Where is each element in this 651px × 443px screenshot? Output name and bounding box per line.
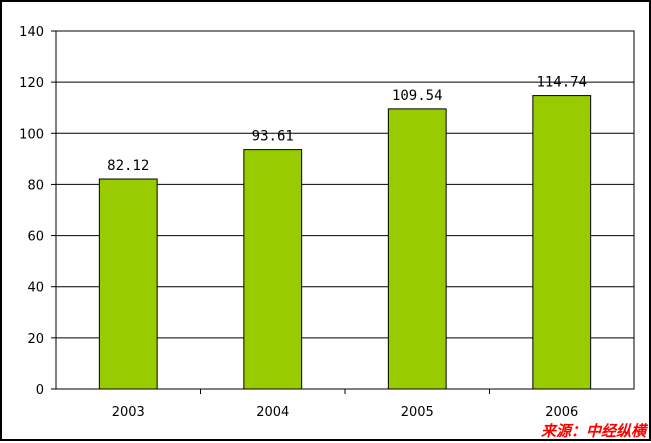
axes xyxy=(51,30,635,394)
y-tick-label: 80 xyxy=(27,178,44,193)
data-label: 109.54 xyxy=(392,88,443,104)
x-tick-label: 2003 xyxy=(112,405,145,420)
y-tick-label: 140 xyxy=(19,25,44,40)
x-tick-label: 2005 xyxy=(401,405,434,420)
x-tick-label: 2004 xyxy=(256,405,289,420)
data-label: 93.61 xyxy=(252,129,294,145)
data-label: 82.12 xyxy=(107,158,149,174)
y-tick-label: 0 xyxy=(36,383,44,398)
source-label: 来源：中经纵横 xyxy=(541,422,649,440)
y-tick-label: 100 xyxy=(19,127,44,142)
y-tick-label: 60 xyxy=(27,230,44,245)
bar xyxy=(387,108,447,390)
y-tick-label: 120 xyxy=(19,76,44,91)
bar xyxy=(243,149,303,390)
y-tick-label: 40 xyxy=(27,281,44,296)
x-tick-label: 2006 xyxy=(545,405,578,420)
bars xyxy=(98,95,592,390)
data-label: 114.74 xyxy=(536,75,587,91)
y-tick-label: 20 xyxy=(27,332,44,347)
bar xyxy=(98,178,158,390)
labels: 0 20 40 60 80 100 120 140 82.12 2003 93.61 2004 109.… xyxy=(19,25,587,420)
bar xyxy=(532,95,592,390)
